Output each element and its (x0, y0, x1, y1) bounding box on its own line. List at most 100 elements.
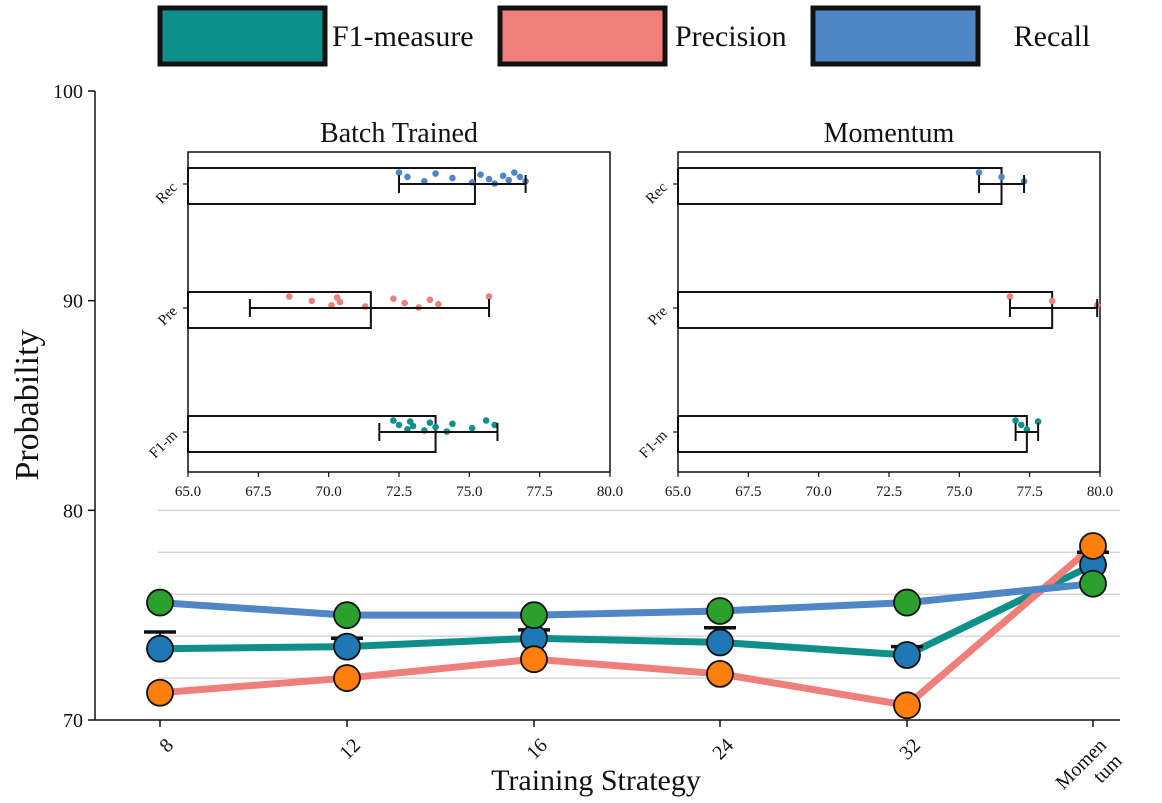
inset-momentum: Momentum 65.0 67.5 70.0 72.5 75.0 77.5 80.0 Rec P… (637, 118, 1114, 500)
inset-point (395, 421, 403, 429)
inset-point (499, 172, 507, 180)
inset-point (1034, 418, 1042, 425)
x-tick-label: 32 (895, 734, 925, 764)
data-point-f1 (893, 641, 921, 669)
data-point-recall (893, 588, 921, 617)
inset-bar (187, 415, 437, 453)
inset-point (1012, 417, 1019, 424)
data-point-precision (520, 645, 548, 674)
inset-bar (187, 291, 372, 329)
inset-point (516, 173, 524, 181)
data-point-f1 (706, 628, 734, 657)
x-tick-label: 24 (708, 734, 738, 764)
inset-title: Momentum (824, 118, 955, 149)
inset-frame (677, 151, 1101, 473)
inset-batch-trained: Batch Trained 65.0 67.5 70.0 72.5 75.0 77.5 80.… (147, 118, 624, 500)
data-point-f1 (146, 634, 174, 663)
inset-title: Batch Trained (320, 118, 478, 149)
inset-x-tick-label: 70.0 (806, 484, 832, 500)
data-point-recall (1079, 569, 1107, 598)
legend-swatch-precision (497, 5, 668, 67)
inset-bar (677, 167, 1003, 205)
inset-point (468, 424, 476, 432)
inset-point (477, 171, 484, 178)
y-tick-label: 100 (53, 81, 83, 103)
x-tick-label-line: 32 (895, 734, 925, 764)
data-point-precision (146, 678, 174, 707)
legend-label-recall: Recall (1014, 20, 1091, 53)
x-tick-label: 16 (522, 734, 552, 764)
legend-label-precision: Precision (675, 20, 787, 53)
data-point-recall (333, 601, 361, 630)
inset-point (998, 173, 1005, 181)
inset-x-tick-label: 77.5 (527, 484, 553, 500)
x-tick-label: Momentum (1051, 734, 1126, 803)
inset-point (449, 420, 456, 428)
legend: F1-measure Precision Recall (157, 5, 1091, 67)
x-tick-label-line: 24 (708, 734, 738, 764)
inset-x-tick-label: 77.5 (1017, 484, 1043, 500)
inset-x-tick-label: 75.0 (456, 484, 482, 500)
inset-y-tick-label: Pre (155, 303, 181, 329)
data-point-recall (146, 588, 174, 617)
legend-swatch-recall (810, 5, 981, 67)
inset-point (401, 299, 408, 307)
inset-y-tick-label: Rec (643, 179, 671, 207)
data-point-f1 (333, 632, 361, 661)
inset-point (395, 169, 403, 176)
y-tick-label: 70 (63, 710, 83, 732)
inset-x-tick-label: 67.5 (735, 484, 761, 500)
inset-point (1017, 421, 1025, 429)
inset-x-tick-label: 72.5 (386, 484, 412, 500)
inset-point (409, 422, 417, 430)
data-point-precision (706, 659, 734, 688)
inset-point (404, 173, 411, 181)
inset-point (1023, 426, 1031, 433)
data-point-precision (333, 664, 361, 692)
inset-point (336, 298, 344, 306)
inset-x-tick-label: 67.5 (245, 484, 271, 500)
x-tick-label: 8 (155, 734, 178, 757)
series-line-f1 (156, 561, 1097, 659)
data-point-precision (893, 691, 921, 720)
inset-point (328, 302, 335, 309)
inset-y-tick-label: Pre (645, 303, 671, 329)
inset-frame (187, 151, 611, 473)
inset-point (390, 417, 397, 424)
inset-point (435, 300, 442, 308)
inset-point (491, 421, 498, 429)
inset-point (511, 169, 518, 176)
x-tick-label-line: 16 (522, 734, 552, 764)
inset-point (505, 176, 513, 184)
inset-x-tick-label: 70.0 (316, 484, 342, 500)
y-axis-label: Probability (9, 329, 46, 480)
inset-y-tick-label: F1-m (147, 427, 182, 462)
x-tick-label-line: 8 (155, 734, 178, 757)
series-line-recall (156, 580, 1097, 619)
y-tick-label: 90 (63, 291, 83, 313)
inset-point (449, 174, 456, 182)
inset-y-tick-label: Rec (153, 179, 181, 207)
inset-y-tick-label: F1-m (637, 427, 672, 462)
inset-x-tick-label: 65.0 (175, 484, 201, 500)
series-line-precision (156, 542, 1097, 709)
x-axis-label: Training Strategy (491, 764, 701, 797)
y-tick-label: 80 (63, 500, 83, 522)
inset-point (390, 295, 397, 303)
inset-point (285, 293, 293, 300)
inset-point (421, 178, 428, 185)
inset-bar (677, 415, 1028, 453)
inset-point (975, 169, 983, 176)
data-point-precision (1079, 532, 1107, 560)
inset-point (432, 423, 439, 431)
inset-point (482, 417, 490, 424)
inset-x-tick-label: 72.5 (876, 484, 902, 500)
inset-point (1048, 297, 1056, 305)
x-tick-label-line: 12 (335, 734, 365, 764)
inset-bar (187, 167, 476, 205)
legend-label-f1: F1-measure (332, 20, 474, 53)
x-tick-label: 12 (335, 734, 365, 764)
data-point-recall (520, 601, 548, 630)
inset-point (426, 296, 434, 304)
